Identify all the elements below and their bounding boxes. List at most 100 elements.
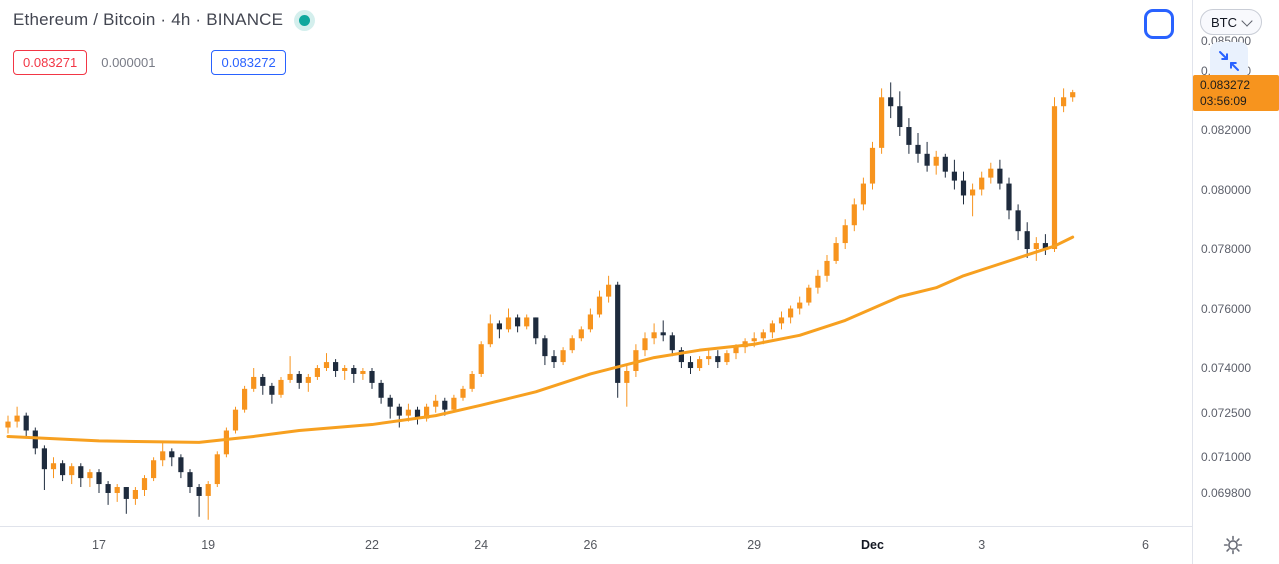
candle-countdown: 03:56:09: [1200, 94, 1247, 109]
candle: [414, 406, 421, 425]
candle: [269, 382, 275, 404]
time-axis-label: 19: [201, 538, 216, 552]
candle: [69, 463, 75, 485]
collapse-arrows-icon: [1219, 51, 1239, 71]
price-axis[interactable]: 0.0850000.0840000.0820000.0800000.078000…: [1192, 0, 1279, 564]
candle: [560, 347, 566, 366]
price-axis-label: 0.080000: [1201, 182, 1252, 197]
symbol-title[interactable]: Ethereum / Bitcoin · 4h · BINANCE: [13, 10, 284, 29]
candle: [924, 141, 930, 172]
candle: [851, 198, 857, 232]
symbol-title-row: Ethereum / Bitcoin · 4h · BINANCE: [13, 10, 311, 30]
candle: [1033, 237, 1039, 261]
candle: [997, 159, 1003, 190]
time-axis[interactable]: 17 19 22 24 26 29 Dec 3 6: [0, 526, 1192, 564]
candle: [1006, 177, 1012, 220]
candle: [970, 183, 976, 217]
time-axis-label: Dec: [861, 538, 884, 552]
candle: [342, 365, 348, 380]
currency-label: BTC: [1211, 14, 1237, 30]
candle: [14, 406, 20, 428]
candle: [378, 379, 384, 404]
candle: [587, 308, 593, 333]
candle: [387, 394, 393, 419]
time-axis-label: 17: [92, 538, 106, 552]
candle: [160, 442, 166, 467]
candle: [833, 237, 839, 264]
candle: [23, 412, 29, 437]
candle: [697, 356, 703, 371]
candle: [678, 347, 684, 369]
currency-selector[interactable]: BTC: [1200, 9, 1262, 35]
candle: [260, 373, 266, 395]
candle: [897, 91, 903, 136]
price-axis-label: 0.069800: [1201, 485, 1252, 500]
candle: [715, 350, 721, 369]
price-axis-label: 0.076000: [1201, 301, 1252, 316]
candle: [960, 171, 967, 205]
last-price-tag: 0.083272 03:56:09: [1193, 75, 1279, 112]
candle: [296, 370, 302, 389]
candle: [333, 359, 339, 377]
candle: [769, 320, 775, 339]
candle: [906, 118, 912, 154]
candle: [151, 457, 157, 482]
candle: [933, 150, 939, 175]
candle: [724, 350, 730, 366]
time-axis-label: 29: [747, 538, 762, 552]
candle: [305, 373, 311, 392]
candle: [642, 332, 648, 357]
last-price-value: 0.083272: [1200, 78, 1251, 93]
auto-fit-button[interactable]: [1210, 42, 1248, 80]
candle: [5, 415, 11, 434]
candle: [788, 305, 794, 324]
candle: [988, 162, 994, 184]
candle: [1061, 88, 1067, 113]
candle: [132, 487, 138, 505]
spread-value: 0.000001: [101, 55, 156, 70]
settings-gear-icon[interactable]: [1223, 535, 1243, 555]
candle: [660, 320, 666, 342]
candle: [424, 403, 430, 422]
candle: [860, 177, 866, 211]
candle: [96, 469, 102, 493]
candle: [1070, 89, 1076, 102]
time-axis-label: 6: [1142, 538, 1149, 552]
chart-canvas[interactable]: [0, 0, 1192, 526]
candle: [187, 469, 193, 493]
candle: [879, 88, 885, 154]
market-status-dot[interactable]: [299, 14, 311, 26]
candlestick-chart[interactable]: Ethereum / Bitcoin · 4h · BINANCE 0.0832…: [0, 0, 1192, 526]
ask-price-box[interactable]: 0.083272: [211, 50, 286, 75]
candle: [524, 314, 530, 330]
candle: [1024, 222, 1030, 258]
candle: [551, 350, 557, 369]
candle: [478, 341, 484, 377]
candle: [951, 159, 957, 190]
candle: [60, 460, 66, 482]
ma-line: [6, 235, 1075, 444]
candle: [314, 365, 320, 380]
candle: [41, 445, 47, 491]
bid-price-box[interactable]: 0.083271: [13, 50, 88, 75]
time-axis-label: 24: [474, 538, 489, 552]
candle: [369, 368, 375, 389]
candle: [888, 82, 894, 119]
candle: [278, 376, 284, 398]
candle: [396, 403, 402, 428]
candle: [542, 335, 548, 366]
candle: [842, 219, 848, 250]
candle: [214, 451, 220, 488]
price-axis-label: 0.082000: [1201, 123, 1252, 137]
candle: [123, 487, 129, 514]
candle: [869, 141, 876, 190]
candle: [451, 394, 457, 413]
candle: [1015, 204, 1021, 241]
candle: [50, 457, 57, 479]
bid-ask-row: 0.083271 0.000001 0.083272: [13, 50, 310, 75]
candle: [205, 481, 211, 520]
candle: [669, 332, 675, 357]
expand-button[interactable]: [1144, 9, 1174, 39]
candle: [806, 284, 812, 306]
candle: [242, 385, 248, 413]
